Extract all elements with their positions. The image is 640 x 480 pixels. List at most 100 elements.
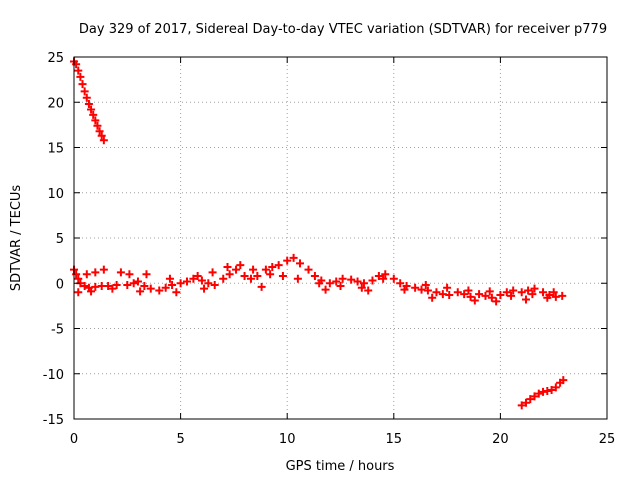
data-point bbox=[359, 279, 368, 288]
y-tick-label: 20 bbox=[47, 96, 64, 111]
data-point bbox=[204, 279, 213, 288]
x-tick-label: 20 bbox=[492, 432, 509, 447]
data-point bbox=[200, 284, 209, 293]
data-point bbox=[475, 290, 484, 299]
data-point bbox=[374, 272, 383, 281]
data-point bbox=[232, 265, 241, 274]
data-point bbox=[249, 265, 258, 274]
data-point bbox=[97, 131, 106, 140]
data-point bbox=[87, 287, 96, 296]
data-point bbox=[558, 291, 567, 300]
data-point bbox=[240, 272, 249, 281]
data-point bbox=[168, 281, 177, 290]
data-point bbox=[293, 274, 302, 283]
data-point bbox=[193, 272, 202, 281]
data-point bbox=[91, 268, 100, 277]
grid-layer bbox=[74, 57, 607, 419]
data-point bbox=[129, 279, 138, 288]
x-tick-label: 10 bbox=[279, 432, 296, 447]
data-point bbox=[197, 276, 206, 285]
data-point bbox=[283, 256, 292, 265]
data-point bbox=[460, 290, 469, 299]
data-point bbox=[530, 392, 539, 401]
data-point bbox=[521, 295, 530, 304]
plot-frame bbox=[73, 56, 608, 420]
data-point bbox=[146, 284, 155, 293]
data-point bbox=[82, 93, 91, 102]
data-point bbox=[268, 262, 277, 271]
data-point bbox=[76, 72, 85, 81]
data-point bbox=[80, 87, 89, 96]
x-tick-label: 25 bbox=[599, 432, 616, 447]
data-point bbox=[266, 270, 275, 279]
data-point bbox=[95, 127, 104, 136]
data-point bbox=[78, 80, 87, 89]
x-tick-label: 5 bbox=[176, 432, 184, 447]
x-tick-label: 15 bbox=[386, 432, 403, 447]
data-point bbox=[246, 274, 255, 283]
data-point bbox=[225, 270, 234, 279]
y-tick-label: 15 bbox=[47, 142, 64, 157]
data-point bbox=[219, 274, 228, 283]
y-tick-label: 10 bbox=[47, 187, 64, 202]
data-point bbox=[336, 281, 345, 290]
data-point bbox=[261, 265, 270, 274]
data-point bbox=[112, 281, 121, 290]
data-point bbox=[338, 274, 347, 283]
data-point bbox=[332, 277, 341, 286]
data-point bbox=[400, 285, 409, 294]
data-point bbox=[72, 60, 81, 69]
data-point bbox=[524, 286, 533, 295]
data-point bbox=[93, 121, 102, 130]
data-point bbox=[453, 288, 462, 297]
data-point bbox=[91, 116, 100, 125]
data-point bbox=[381, 270, 390, 279]
data-point bbox=[521, 398, 530, 407]
data-point bbox=[321, 285, 330, 294]
data-point bbox=[347, 275, 356, 284]
data-point bbox=[411, 283, 420, 292]
data-point bbox=[368, 276, 377, 285]
data-point bbox=[155, 286, 164, 295]
data-point bbox=[108, 284, 117, 293]
data-point bbox=[176, 279, 185, 288]
y-tick-label: -15 bbox=[43, 413, 64, 428]
data-point bbox=[236, 261, 245, 270]
data-point bbox=[74, 288, 83, 297]
data-point bbox=[396, 279, 405, 288]
data-point bbox=[278, 272, 287, 281]
data-point bbox=[530, 284, 539, 293]
data-point bbox=[534, 389, 543, 398]
data-point bbox=[89, 110, 98, 119]
data-point bbox=[125, 270, 134, 279]
data-point bbox=[210, 281, 219, 290]
y-tick-label: 0 bbox=[56, 277, 64, 292]
data-point bbox=[496, 291, 505, 300]
y-tick-label: 5 bbox=[56, 232, 64, 247]
data-point bbox=[84, 100, 93, 109]
data-point bbox=[423, 286, 432, 295]
data-point bbox=[389, 274, 398, 283]
data-point bbox=[74, 274, 83, 283]
data-point bbox=[507, 291, 516, 300]
data-point bbox=[443, 283, 452, 292]
data-point bbox=[189, 274, 198, 283]
y-tick-label: -10 bbox=[43, 368, 64, 383]
axis-ticks: 0 5 10 15 20 25 -15 -10 -5 0 5 10 15 20 25 bbox=[43, 51, 616, 447]
x-tick-label: 0 bbox=[70, 432, 78, 447]
data-point bbox=[421, 281, 430, 290]
data-point bbox=[274, 261, 283, 270]
data-point bbox=[116, 268, 125, 277]
data-point bbox=[470, 296, 479, 305]
data-point bbox=[140, 281, 149, 290]
data-point bbox=[509, 286, 518, 295]
data-point bbox=[172, 288, 181, 297]
data-point bbox=[526, 395, 535, 404]
y-axis-label: SDTVAR / TECUs bbox=[9, 185, 24, 292]
data-point bbox=[559, 376, 568, 385]
data-point bbox=[325, 279, 334, 288]
data-point bbox=[487, 293, 496, 302]
data-point bbox=[445, 291, 454, 300]
data-point bbox=[502, 288, 511, 297]
